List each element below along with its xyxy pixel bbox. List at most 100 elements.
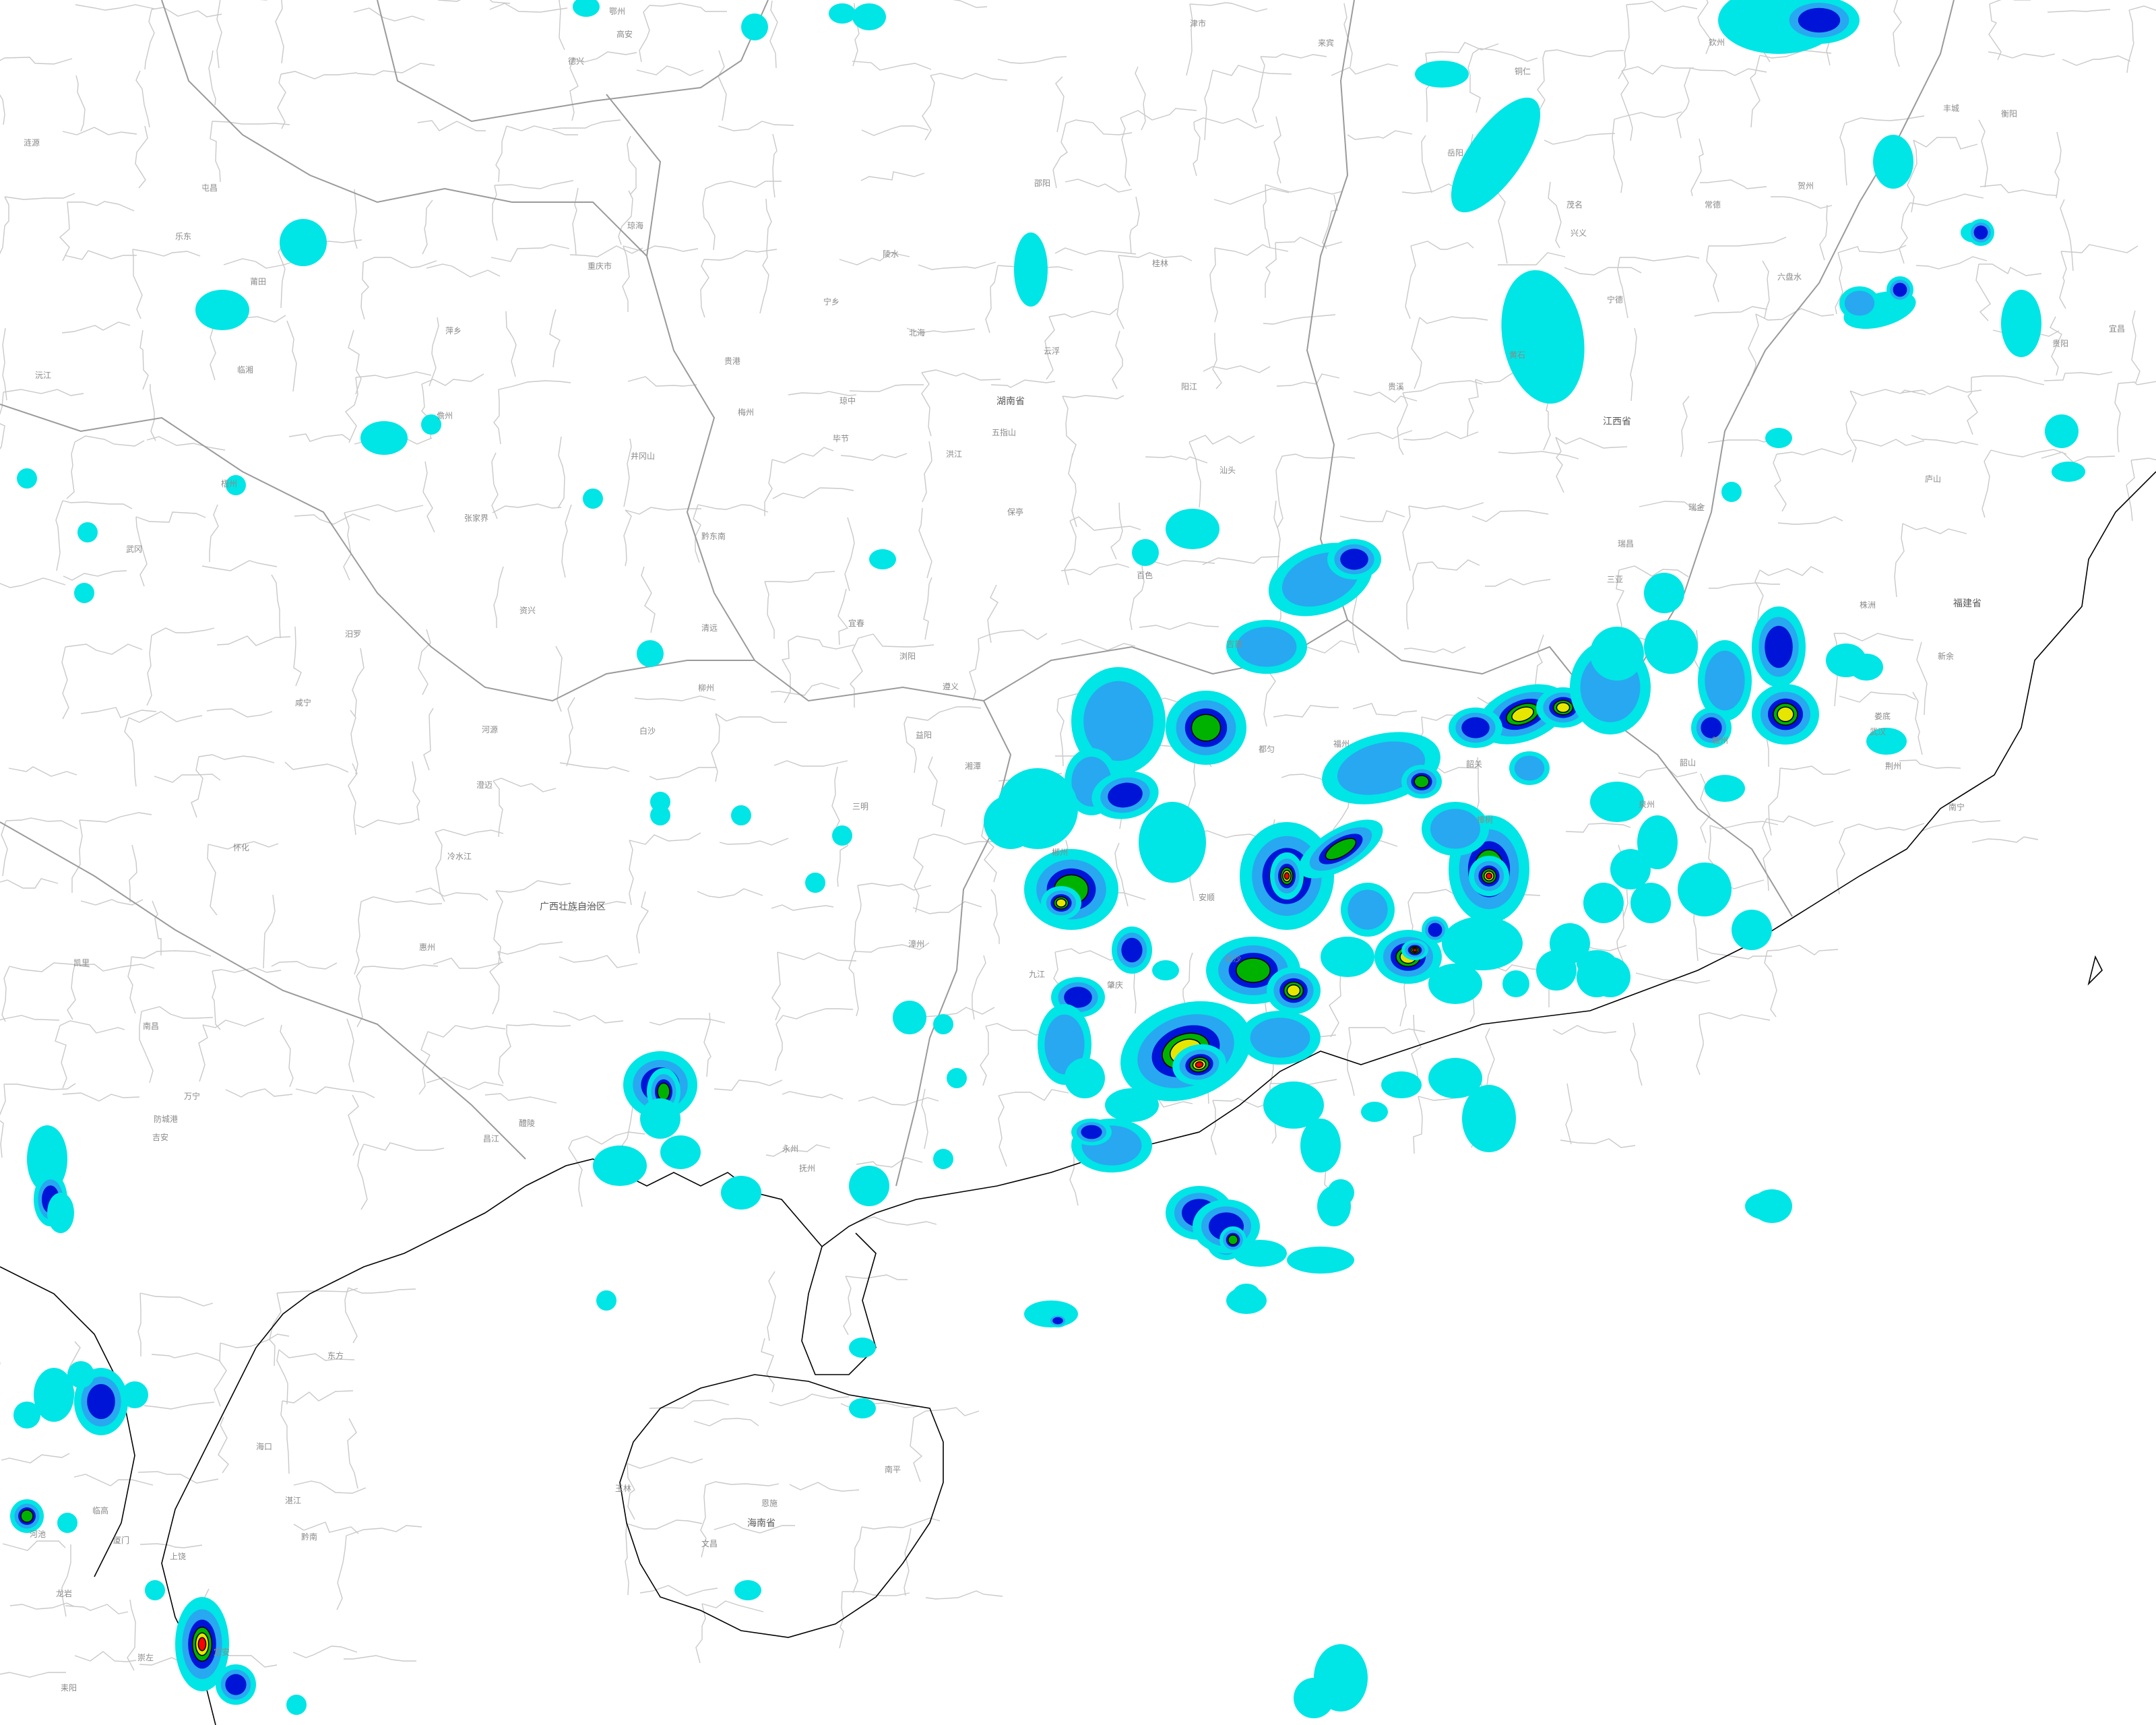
city-label: 福州 bbox=[1333, 739, 1350, 749]
city-label: 贵溪 bbox=[1388, 382, 1404, 391]
county-border bbox=[146, 635, 152, 706]
county-border bbox=[198, 754, 275, 763]
echo-level-4 bbox=[1228, 1234, 1238, 1245]
radar-cell bbox=[832, 825, 852, 846]
county-border bbox=[1916, 641, 1928, 716]
county-border bbox=[144, 9, 155, 70]
county-border bbox=[2060, 199, 2074, 272]
city-label: 玉林 bbox=[615, 1484, 631, 1493]
city-label: 咸宁 bbox=[295, 697, 311, 708]
county-border bbox=[1, 1453, 70, 1464]
county-border bbox=[1776, 448, 1852, 456]
county-border bbox=[693, 1418, 759, 1426]
echo-level-3 bbox=[1121, 937, 1143, 963]
echo-level-1 bbox=[1583, 883, 1624, 923]
county-border bbox=[1352, 703, 1418, 716]
county-border bbox=[1617, 257, 1628, 319]
county-border bbox=[1135, 66, 1146, 131]
radar-cell bbox=[1637, 815, 1678, 869]
county-border bbox=[1054, 948, 1124, 961]
echo-level-1 bbox=[660, 1135, 701, 1169]
province-label: 湖南省 bbox=[996, 396, 1025, 407]
county-border bbox=[0, 1084, 6, 1158]
county-border bbox=[1680, 396, 1690, 458]
county-border bbox=[1485, 578, 1551, 587]
radar-cell bbox=[1321, 937, 1374, 977]
county-border bbox=[906, 706, 982, 721]
echo-level-3 bbox=[1052, 1317, 1063, 1325]
echo-level-6 bbox=[1486, 873, 1492, 879]
county-border bbox=[1265, 184, 1343, 195]
echo-level-3 bbox=[225, 1674, 247, 1695]
county-border bbox=[549, 309, 561, 368]
county-border bbox=[293, 626, 302, 687]
county-border bbox=[1694, 306, 1768, 317]
city-label: 梅州 bbox=[738, 407, 754, 417]
echo-level-2 bbox=[1514, 755, 1545, 781]
county-border bbox=[557, 436, 565, 509]
county-border bbox=[353, 189, 358, 249]
radar-cell bbox=[1166, 691, 1246, 765]
county-border bbox=[282, 1390, 354, 1404]
county-border bbox=[634, 695, 716, 701]
county-border bbox=[207, 844, 218, 916]
city-label: 河池 bbox=[30, 1530, 46, 1539]
radar-cell bbox=[849, 1398, 876, 1418]
radar-cell bbox=[1381, 1071, 1422, 1098]
county-border bbox=[347, 1418, 358, 1489]
county-border bbox=[701, 1600, 764, 1612]
echo-level-3 bbox=[1340, 548, 1368, 570]
county-border bbox=[0, 1672, 66, 1678]
county-border bbox=[1052, 123, 1068, 189]
echo-level-1 bbox=[1873, 135, 1913, 189]
city-label: 凯里 bbox=[73, 958, 90, 968]
county-border bbox=[293, 1522, 359, 1534]
echo-level-1 bbox=[1721, 482, 1742, 502]
radar-cell bbox=[145, 1580, 165, 1600]
coastline-segment bbox=[2087, 955, 2103, 986]
echo-level-3 bbox=[1798, 7, 1841, 33]
city-label: 丰城 bbox=[1943, 104, 1959, 113]
radar-cell bbox=[1132, 539, 1159, 566]
county-border bbox=[0, 57, 73, 65]
county-border bbox=[280, 1400, 290, 1474]
county-border bbox=[771, 447, 834, 464]
radar-cell bbox=[1501, 270, 1585, 404]
city-label: 肇庆 bbox=[1107, 980, 1123, 990]
echo-level-1 bbox=[734, 1580, 761, 1600]
county-border bbox=[1849, 389, 1926, 396]
county-border bbox=[1281, 453, 1356, 459]
county-border bbox=[437, 0, 511, 4]
county-border bbox=[837, 588, 849, 646]
county-border bbox=[697, 504, 769, 513]
county-border bbox=[494, 180, 574, 189]
county-border bbox=[559, 762, 630, 772]
county-border bbox=[561, 504, 572, 578]
echo-level-3 bbox=[1973, 225, 1988, 240]
county-border bbox=[73, 1474, 154, 1486]
city-label: 九江 bbox=[1029, 970, 1045, 979]
county-border bbox=[277, 73, 286, 129]
county-border bbox=[360, 896, 443, 905]
radar-cell bbox=[1839, 286, 1880, 320]
county-border bbox=[271, 961, 338, 970]
city-label: 东方 bbox=[327, 1350, 344, 1360]
city-label: 兴义 bbox=[1571, 228, 1587, 238]
echo-level-1 bbox=[77, 522, 98, 542]
echo-level-1 bbox=[1105, 1088, 1159, 1122]
city-label: 海口 bbox=[256, 1441, 272, 1451]
county-border bbox=[0, 577, 66, 588]
county-border bbox=[1189, 2, 1268, 12]
county-border bbox=[65, 1604, 129, 1614]
county-border bbox=[8, 766, 77, 777]
radar-cell bbox=[1267, 967, 1321, 1014]
county-border bbox=[1911, 435, 1979, 445]
county-border bbox=[1062, 396, 1077, 458]
county-border bbox=[922, 75, 935, 141]
county-border bbox=[1265, 242, 1277, 298]
county-border bbox=[719, 838, 789, 846]
county-border bbox=[903, 1528, 912, 1596]
county-border bbox=[1343, 3, 1353, 67]
